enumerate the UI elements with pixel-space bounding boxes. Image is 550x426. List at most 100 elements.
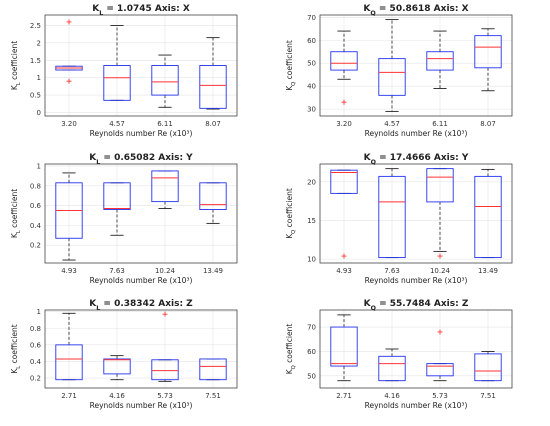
y-tick-label: 0.4 bbox=[30, 358, 42, 366]
y-tick-label: 1 bbox=[37, 162, 41, 170]
box-4.16 bbox=[378, 348, 406, 382]
x-tick-label: 5.73 bbox=[157, 392, 173, 400]
x-axis-label: Reynolds number Re (x10³) bbox=[365, 129, 468, 138]
x-tick-label: 4.16 bbox=[384, 392, 400, 400]
y-tick-label: 1 bbox=[37, 308, 41, 316]
box-2.71 bbox=[330, 314, 358, 382]
plot-frame bbox=[319, 14, 513, 117]
x-tick-label: 7.63 bbox=[384, 267, 400, 275]
x-tick-label: 7.63 bbox=[109, 267, 125, 275]
x-tick-label: 7.51 bbox=[205, 392, 221, 400]
plot-frame bbox=[44, 163, 238, 264]
chart-title: KQ = 50.8618 Axis: X bbox=[363, 4, 468, 17]
x-tick-label: 4.93 bbox=[336, 267, 352, 275]
x-tick-label: 4.16 bbox=[109, 392, 125, 400]
box-8.07 bbox=[199, 37, 227, 110]
box-2.71 bbox=[55, 312, 83, 381]
box-10.24 bbox=[426, 168, 454, 259]
iqr-box bbox=[474, 175, 502, 259]
x-tick-label: 3.20 bbox=[61, 120, 77, 128]
y-axis-label: KQ coefficient bbox=[285, 40, 297, 91]
plot-frame bbox=[319, 163, 513, 264]
chart-panel-3: 0.2 0.4 0.6 0.8 1 4.93 7.63 10.24 13.49 KL = 0.65… bbox=[10, 153, 238, 285]
iqr-box bbox=[474, 353, 502, 382]
iqr-box bbox=[199, 65, 227, 109]
iqr-box bbox=[378, 355, 406, 382]
y-axis-label: KQ coefficient bbox=[285, 324, 297, 375]
box-7.51 bbox=[199, 358, 227, 381]
x-tick-label: 6.11 bbox=[432, 120, 448, 128]
chart-panel-2: 30 40 50 60 70 3.20 4.57 6.11 8.07 KQ = 50.8618 A… bbox=[285, 4, 513, 138]
y-tick-label: 60 bbox=[307, 348, 316, 356]
x-tick-label: 13.49 bbox=[203, 267, 223, 275]
iqr-box bbox=[103, 182, 131, 210]
x-tick-label: 8.07 bbox=[480, 120, 496, 128]
iqr-box bbox=[199, 182, 227, 210]
iqr-box bbox=[330, 326, 358, 367]
iqr-box bbox=[426, 51, 454, 71]
plot-frame bbox=[44, 14, 238, 117]
iqr-box bbox=[55, 344, 83, 381]
outlier-marker bbox=[162, 311, 168, 317]
y-tick-label: 0.6 bbox=[30, 202, 42, 210]
y-tick-label: 0.2 bbox=[30, 242, 41, 250]
chart-title: KL = 0.65082 Axis: Y bbox=[89, 153, 193, 166]
y-tick-label: 2.5 bbox=[30, 22, 41, 30]
chart-panel-5: 0.2 0.4 0.6 0.8 1 2.71 4.16 5.73 7.51 KL = 0.3834… bbox=[10, 299, 238, 410]
iqr-box bbox=[378, 175, 406, 259]
y-tick-label: 60 bbox=[307, 37, 316, 45]
chart-panel-1: 0 0.5 1 1.5 2 2.5 3.20 4.57 6.11 8.07 KL = 1.0745 … bbox=[10, 4, 238, 138]
iqr-box bbox=[330, 169, 358, 194]
y-tick-label: 70 bbox=[307, 324, 316, 332]
x-tick-label: 10.24 bbox=[155, 267, 176, 275]
chart-title: KQ = 17.4666 Axis: Y bbox=[364, 153, 469, 166]
plot-frame bbox=[44, 309, 238, 389]
y-tick-label: 40 bbox=[307, 83, 316, 91]
y-tick-label: 70 bbox=[307, 14, 316, 22]
box-7.51 bbox=[474, 350, 502, 382]
y-tick-label: 0.2 bbox=[30, 375, 41, 383]
box-3.20 bbox=[330, 30, 358, 105]
iqr-box bbox=[426, 168, 454, 203]
y-tick-label: 2 bbox=[37, 39, 41, 47]
y-tick-label: 1.5 bbox=[30, 57, 41, 65]
y-tick-label: 0.8 bbox=[30, 325, 41, 333]
box-6.11 bbox=[426, 30, 454, 89]
box-4.93 bbox=[55, 172, 83, 261]
box-5.73 bbox=[151, 311, 179, 382]
x-axis-label: Reynolds number Re (x10³) bbox=[365, 276, 468, 285]
chart-title: KQ = 55.7484 Axis: Z bbox=[364, 299, 469, 312]
box-3.20 bbox=[55, 19, 83, 84]
x-axis-label: Reynolds number Re (x10³) bbox=[90, 401, 193, 410]
y-tick-label: 10 bbox=[307, 256, 316, 264]
box-13.49 bbox=[474, 168, 502, 259]
iqr-box bbox=[103, 65, 131, 101]
box-4.57 bbox=[103, 24, 131, 101]
y-tick-label: 1 bbox=[37, 74, 41, 82]
box-10.24 bbox=[151, 170, 179, 210]
x-tick-label: 3.20 bbox=[336, 120, 352, 128]
x-tick-label: 4.57 bbox=[384, 120, 400, 128]
box-6.11 bbox=[151, 54, 179, 108]
box-4.57 bbox=[378, 19, 406, 112]
chart-title: KL = 1.0745 Axis: X bbox=[92, 4, 190, 17]
x-tick-label: 8.07 bbox=[205, 120, 221, 128]
box-4.16 bbox=[103, 355, 131, 381]
y-tick-label: 50 bbox=[307, 372, 316, 380]
y-tick-label: 30 bbox=[307, 106, 316, 114]
x-tick-label: 2.71 bbox=[61, 392, 77, 400]
y-tick-label: 0.8 bbox=[30, 182, 41, 190]
chart-title: KL = 0.38342 Axis: Z bbox=[89, 299, 193, 312]
outlier-marker bbox=[341, 253, 347, 259]
y-tick-label: 15 bbox=[307, 217, 316, 225]
outlier-marker bbox=[437, 253, 443, 259]
y-tick-label: 50 bbox=[307, 60, 316, 68]
iqr-box bbox=[199, 358, 227, 381]
outlier-marker bbox=[66, 19, 72, 25]
x-axis-label: Reynolds number Re (x10³) bbox=[90, 276, 193, 285]
iqr-box bbox=[151, 65, 179, 96]
y-tick-label: 0.4 bbox=[30, 222, 42, 230]
y-axis-label: KQ coefficient bbox=[285, 188, 297, 239]
iqr-box bbox=[151, 170, 179, 203]
